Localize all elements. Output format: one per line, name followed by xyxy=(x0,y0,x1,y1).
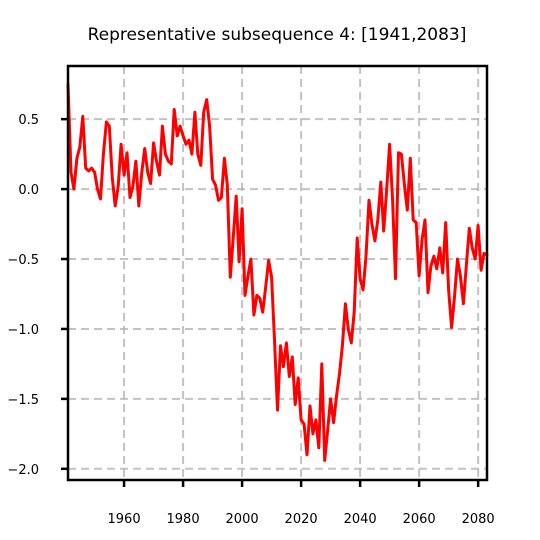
y-tick-label: −2.0 xyxy=(7,463,39,478)
x-axis: 1960 1980 2000 2020 2040 2060 2080 xyxy=(108,480,495,527)
x-tick-label: 2040 xyxy=(344,512,377,527)
y-tick-label: −0.5 xyxy=(7,253,39,268)
y-tick-label: −1.0 xyxy=(7,323,39,338)
grid-lines xyxy=(68,66,487,480)
x-tick-label: 2020 xyxy=(285,512,318,527)
series-line xyxy=(68,84,487,460)
y-axis: 0.5 0.0 −0.5 −1.0 −1.5 −2.0 xyxy=(7,113,68,478)
x-tick-label: 2000 xyxy=(226,512,259,527)
chart-title: Representative subsequence 4: [1941,2083… xyxy=(88,25,467,45)
y-tick-label: 0.5 xyxy=(18,113,39,128)
x-tick-label: 2060 xyxy=(403,512,436,527)
y-tick-label: −1.5 xyxy=(7,393,39,408)
series-layer xyxy=(68,84,487,460)
plot-frame xyxy=(68,66,487,480)
y-tick-label: 0.0 xyxy=(18,183,39,198)
x-tick-label: 2080 xyxy=(462,512,495,527)
x-tick-label: 1980 xyxy=(167,512,200,527)
x-tick-label: 1960 xyxy=(108,512,141,527)
